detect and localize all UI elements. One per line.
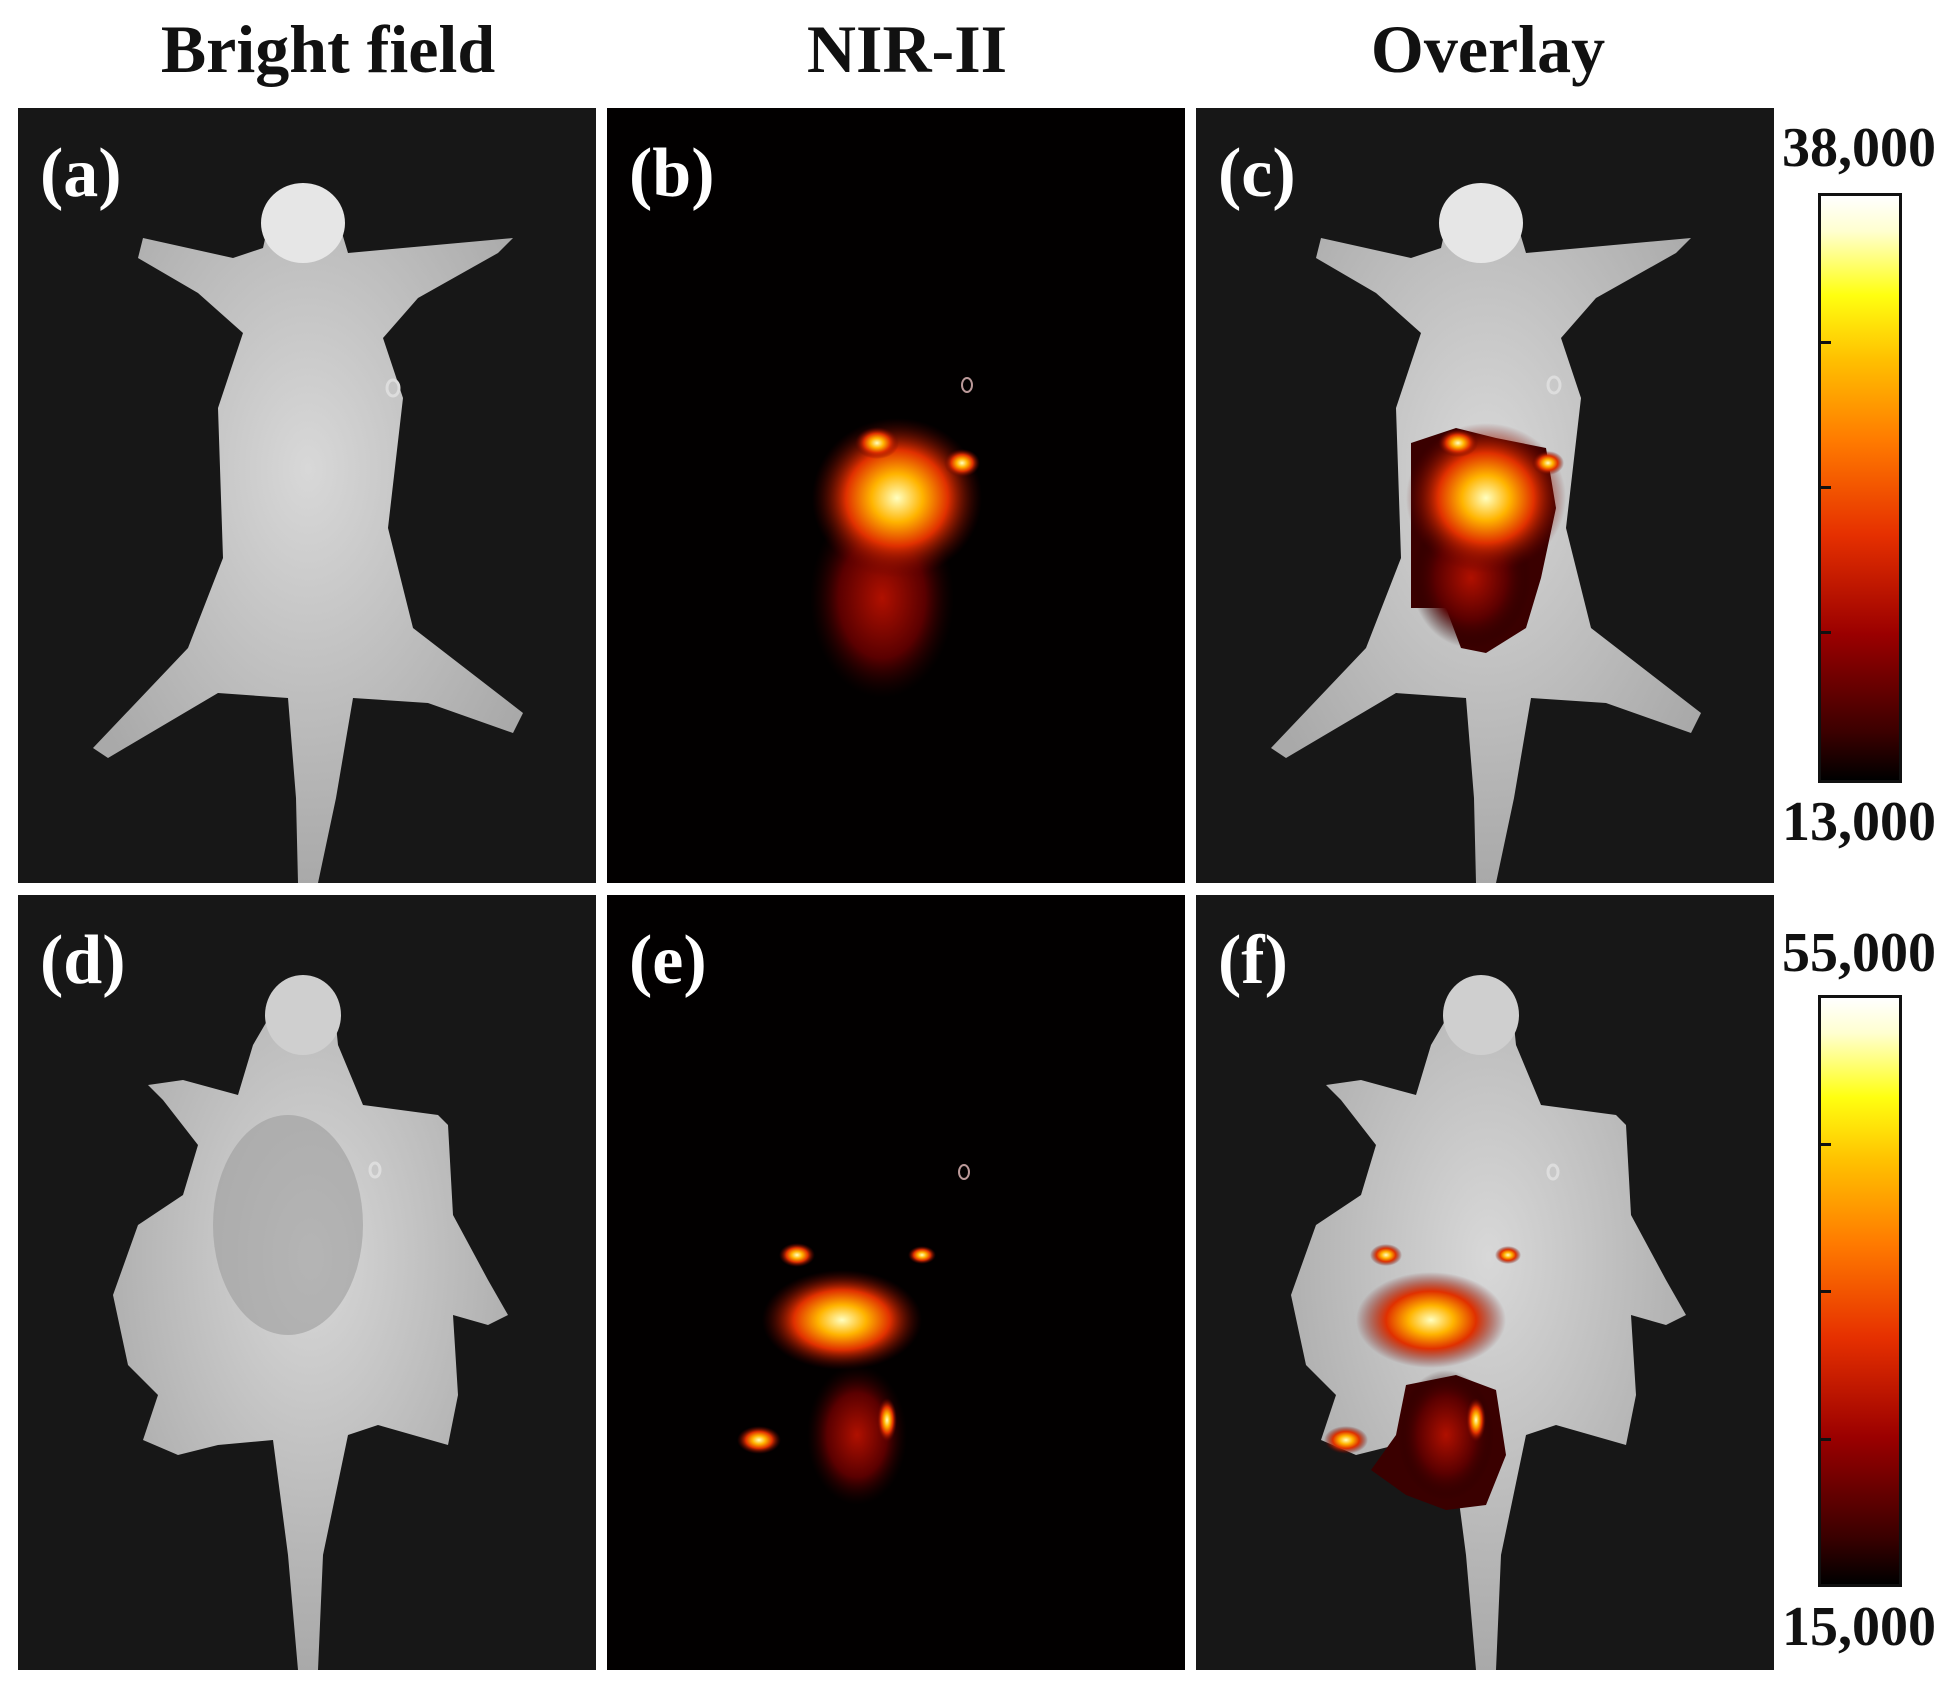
mouse-image [93, 183, 523, 883]
panel-label: (c) [1218, 135, 1296, 212]
colorbar-2-max-label: 55,000 [1782, 922, 1936, 984]
panel-b-nir-ii: (b) [607, 108, 1185, 883]
panel-label: (f) [1218, 922, 1288, 999]
panel-label: (d) [40, 922, 126, 999]
column-title-nir-ii: NIR-II [806, 11, 1008, 87]
panel-d-bright-field: (d) [18, 895, 596, 1670]
panel-f-overlay: (f) [1196, 895, 1774, 1670]
panel-e-nir-ii: (e) [607, 895, 1185, 1670]
nir-signal-image [810, 377, 982, 698]
colorbar-1 [1818, 193, 1902, 783]
panel-label: (e) [629, 922, 707, 999]
colorbar-2-min-label: 15,000 [1782, 1596, 1936, 1658]
colorbar-2 [1818, 995, 1902, 1587]
mouse-image [113, 975, 508, 1670]
column-title-bright-field: Bright field [160, 11, 496, 87]
colorbar-1-max-label: 38,000 [1782, 117, 1936, 179]
panel-a-bright-field: (a) [18, 108, 596, 883]
nir-signal-image [737, 1164, 970, 1505]
overlay-image [1291, 975, 1686, 1670]
panel-label: (b) [629, 135, 715, 212]
colorbar-1-min-label: 13,000 [1782, 791, 1936, 853]
overlay-image [1271, 183, 1701, 883]
column-title-overlay: Overlay [1370, 11, 1606, 87]
panel-label: (a) [40, 135, 122, 212]
panel-c-overlay: (c) [1196, 108, 1774, 883]
